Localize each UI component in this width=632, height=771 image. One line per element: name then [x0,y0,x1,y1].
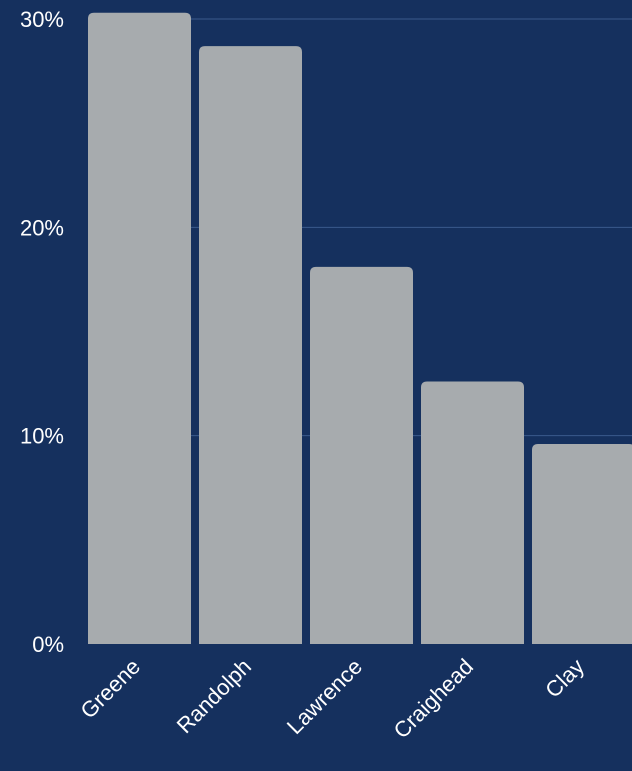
bar-craighead [421,381,524,644]
x-category-label: Greene [75,654,145,724]
y-tick-label: 30% [20,7,64,32]
y-axis-ticks: 0% 10% 20% 30% [20,7,64,657]
bar-randolph [199,46,302,645]
x-axis-labels: Greene Randolph Lawrence Craighead Clay [75,654,589,743]
x-category-label: Clay [540,654,589,703]
bars [88,12,632,645]
y-tick-label: 20% [20,215,64,240]
x-category-label: Lawrence [282,654,367,739]
x-category-label: Craighead [389,654,478,743]
y-tick-label: 10% [20,424,64,449]
bar-greene [88,12,191,644]
y-tick-label: 0% [32,632,64,657]
bar-clay [532,444,632,644]
x-category-label: Randolph [172,654,256,738]
bar-lawrence [310,266,413,644]
